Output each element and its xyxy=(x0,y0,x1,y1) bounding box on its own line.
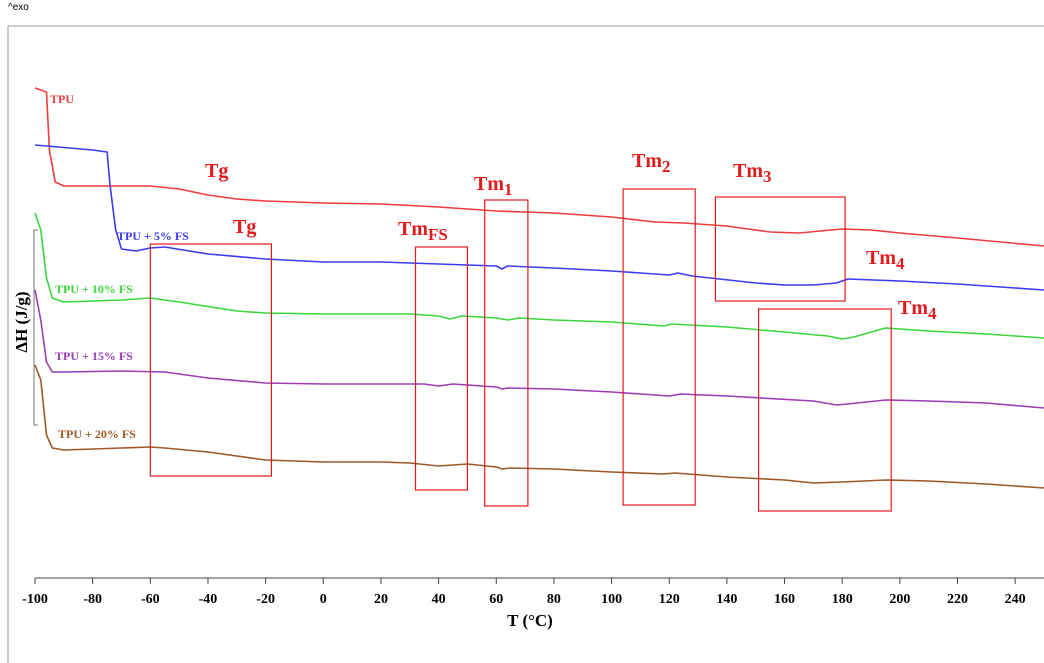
series-line-2 xyxy=(34,212,1044,340)
tm2-region xyxy=(622,188,696,506)
x-axis-title: T (°C) xyxy=(507,611,553,630)
x-tick-label: 60 xyxy=(489,592,503,607)
x-tick-label: 0 xyxy=(320,592,327,607)
x-tick-label: 220 xyxy=(947,592,968,607)
x-tick-label: -40 xyxy=(199,592,218,607)
annotation-0: Tg xyxy=(205,160,228,182)
x-tick-label: 240 xyxy=(1005,592,1026,607)
series-group xyxy=(34,87,1044,489)
series-labels: TPU TPU + 5% FS TPU + 10% FS TPU + 15% FS TP… xyxy=(50,92,189,441)
series-label-4: TPU + 20% FS xyxy=(58,427,136,441)
annotation-1: Tg xyxy=(233,216,256,238)
annotation-regions xyxy=(149,188,892,512)
x-axis-ticks: -100 -80 -60 -40 -20 0 20 40 60 80 100 120 140 160 180… xyxy=(22,578,1026,607)
x-tick-label: 120 xyxy=(659,592,680,607)
x-tick-label: 180 xyxy=(832,592,853,607)
x-tick-label: 200 xyxy=(889,592,910,607)
exo-direction-label: ^exo xyxy=(8,2,29,13)
tm4-region xyxy=(757,308,892,512)
annotation-labels: Tg Tg TmFS Tm1 Tm2 Tm3 Tm4 Tm4 xyxy=(205,150,937,323)
tm3-region xyxy=(714,196,846,302)
series-label-2: TPU + 10% FS xyxy=(55,282,133,296)
annotation-5: Tm3 xyxy=(733,160,772,186)
x-tick-label: -100 xyxy=(22,592,48,607)
series-label-0: TPU xyxy=(50,92,74,106)
annotation-6: Tm4 xyxy=(866,247,905,273)
series-label-3: TPU + 15% FS xyxy=(55,349,133,363)
x-tick-label: -80 xyxy=(83,592,102,607)
annotation-4: Tm2 xyxy=(632,150,671,176)
series-line-1 xyxy=(34,144,1044,291)
x-tick-label: -60 xyxy=(141,592,160,607)
annotation-3: Tm1 xyxy=(474,173,513,199)
annotation-7: Tm4 xyxy=(898,297,937,323)
series-label-1: TPU + 5% FS xyxy=(117,229,189,243)
tmfs-region xyxy=(414,246,469,491)
x-tick-label: -20 xyxy=(256,592,275,607)
series-line-4 xyxy=(34,364,1044,489)
x-tick-label: 40 xyxy=(432,592,446,607)
x-tick-label: 140 xyxy=(716,592,737,607)
series-line-3 xyxy=(34,289,1044,409)
x-tick-label: 20 xyxy=(374,592,388,607)
x-tick-label: 80 xyxy=(547,592,561,607)
series-line-0 xyxy=(34,87,1044,247)
tm1-region xyxy=(484,199,529,507)
annotation-2: TmFS xyxy=(398,218,448,244)
y-axis-bracket xyxy=(33,229,38,426)
x-tick-label: 100 xyxy=(601,592,622,607)
y-axis-title: ΔH (J/g) xyxy=(12,291,31,352)
tg-region xyxy=(149,243,273,477)
x-tick-label: 160 xyxy=(774,592,795,607)
